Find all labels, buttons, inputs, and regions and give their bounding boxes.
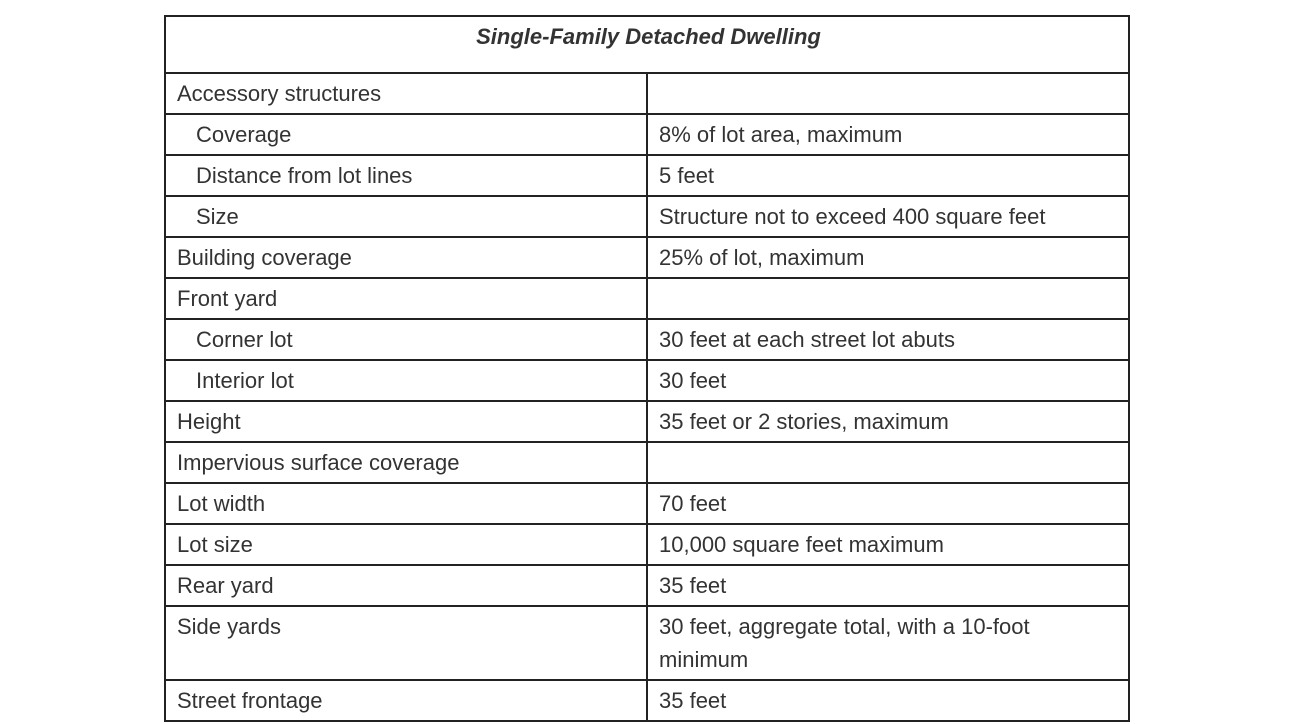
row-value: 8% of lot area, maximum — [646, 113, 1130, 156]
row-label: Side yards — [164, 605, 648, 681]
row-value — [646, 441, 1130, 484]
zoning-standards-table: Single-Family Detached Dwelling Accessor… — [164, 15, 1130, 722]
row-value: 10,000 square feet maximum — [646, 523, 1130, 566]
table-row: Interior lot 30 feet — [164, 359, 1130, 402]
table-row: Building coverage 25% of lot, maximum — [164, 236, 1130, 279]
table-body: Accessory structures Coverage 8% of lot ar… — [164, 72, 1130, 722]
table-row: Rear yard 35 feet — [164, 564, 1130, 607]
table-row: Lot size 10,000 square feet maximum — [164, 523, 1130, 566]
row-value: 35 feet — [646, 564, 1130, 607]
table-row: Accessory structures — [164, 72, 1130, 115]
row-value: 30 feet — [646, 359, 1130, 402]
row-label: Interior lot — [164, 359, 648, 402]
row-value: Structure not to exceed 400 square feet — [646, 195, 1130, 238]
table-row: Front yard — [164, 277, 1130, 320]
table-row: Lot width 70 feet — [164, 482, 1130, 525]
table-row: Impervious surface coverage — [164, 441, 1130, 484]
row-value: 30 feet, aggregate total, with a 10-foot… — [646, 605, 1130, 681]
table-title-row: Single-Family Detached Dwelling — [164, 15, 1130, 74]
row-value: 5 feet — [646, 154, 1130, 197]
row-value: 25% of lot, maximum — [646, 236, 1130, 279]
row-label: Distance from lot lines — [164, 154, 648, 197]
row-label: Size — [164, 195, 648, 238]
row-label: Street frontage — [164, 679, 648, 722]
table-row: Distance from lot lines 5 feet — [164, 154, 1130, 197]
row-label: Front yard — [164, 277, 648, 320]
table-title: Single-Family Detached Dwelling — [164, 15, 1130, 74]
table-row: Corner lot 30 feet at each street lot abu… — [164, 318, 1130, 361]
row-label: Lot size — [164, 523, 648, 566]
row-label: Impervious surface coverage — [164, 441, 648, 484]
row-value — [646, 277, 1130, 320]
row-value: 70 feet — [646, 482, 1130, 525]
row-label: Coverage — [164, 113, 648, 156]
row-value: 30 feet at each street lot abuts — [646, 318, 1130, 361]
row-label: Accessory structures — [164, 72, 648, 115]
row-value: 35 feet — [646, 679, 1130, 722]
row-label: Height — [164, 400, 648, 443]
row-label: Lot width — [164, 482, 648, 525]
row-value — [646, 72, 1130, 115]
row-label: Rear yard — [164, 564, 648, 607]
row-label: Corner lot — [164, 318, 648, 361]
row-label: Building coverage — [164, 236, 648, 279]
row-value: 35 feet or 2 stories, maximum — [646, 400, 1130, 443]
table-row: Height 35 feet or 2 stories, maximum — [164, 400, 1130, 443]
table-row: Street frontage 35 feet — [164, 679, 1130, 722]
table-row: Side yards 30 feet, aggregate total, with… — [164, 605, 1130, 681]
table-row: Size Structure not to exceed 400 square f… — [164, 195, 1130, 238]
table-row: Coverage 8% of lot area, maximum — [164, 113, 1130, 156]
